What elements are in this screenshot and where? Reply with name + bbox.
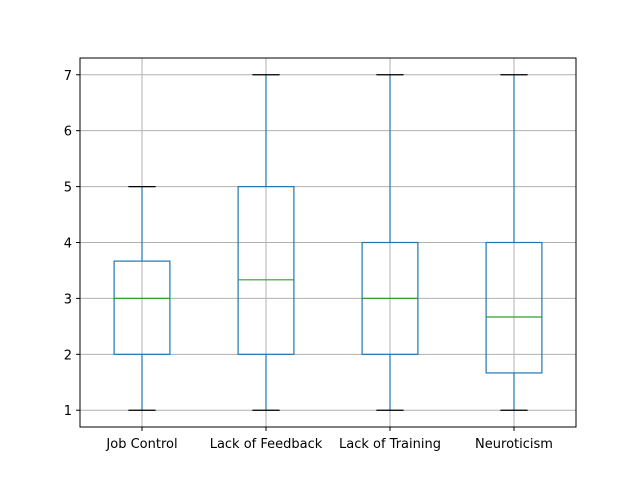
- tick-layer: 1 2 3 4 5 6 7 Job Control Lack of Feedback Lack o…: [64, 69, 553, 452]
- x-tick-label: Lack of Feedback: [210, 437, 323, 452]
- box-layer: [113, 74, 543, 411]
- x-tick-label: Job Control: [105, 437, 177, 452]
- iqr-box: [113, 260, 171, 355]
- box-neuroticism: [485, 74, 543, 411]
- box-lack-of-training: [361, 74, 419, 411]
- x-tick-label: Neuroticism: [475, 437, 553, 452]
- y-tick-label: 7: [64, 69, 72, 84]
- y-tick-label: 2: [64, 348, 72, 363]
- box-lack-of-feedback: [237, 74, 295, 411]
- box-job-control: [113, 185, 171, 411]
- x-tick-label: Lack of Training: [339, 437, 441, 452]
- y-tick-label: 3: [64, 292, 72, 307]
- iqr-box: [485, 241, 543, 374]
- iqr-box: [237, 185, 295, 355]
- y-tick-label: 1: [64, 404, 72, 419]
- y-tick-label: 6: [64, 125, 72, 140]
- y-tick-label: 4: [64, 237, 72, 252]
- y-tick-label: 5: [64, 181, 72, 196]
